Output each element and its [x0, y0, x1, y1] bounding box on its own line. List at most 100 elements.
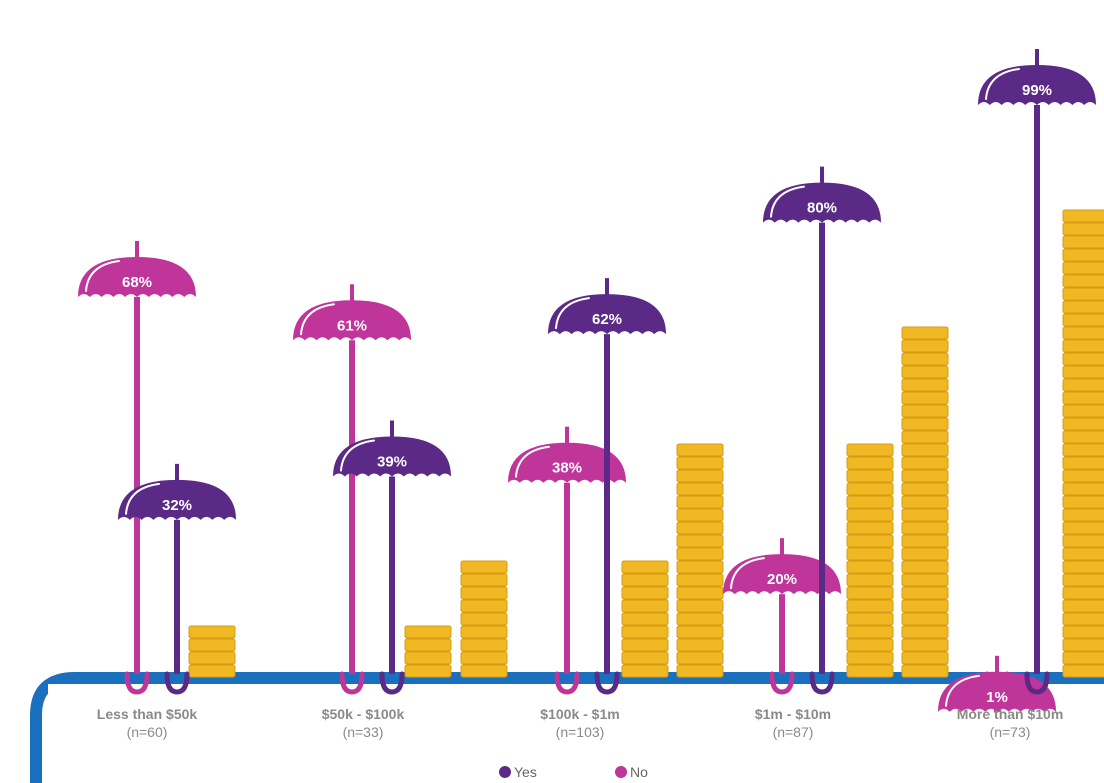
legend: Yes No — [499, 764, 648, 780]
data-label: 99% — [1022, 82, 1052, 99]
coin — [901, 482, 949, 496]
legend-no-label: No — [630, 764, 648, 780]
coin — [621, 586, 669, 600]
coin — [1062, 599, 1104, 613]
coin — [846, 547, 894, 561]
umbrella-canopy — [548, 294, 666, 335]
coin — [846, 482, 894, 496]
coin — [901, 326, 949, 340]
coin — [901, 534, 949, 548]
umbrella-highlight — [85, 259, 120, 292]
umbrella-highlight — [985, 68, 1020, 100]
coin — [1062, 287, 1104, 301]
legend-yes-swatch — [499, 766, 511, 778]
sample-size-label: (n=60) — [127, 724, 168, 740]
category-label-layer: Less than $50k (n=60) $50k - $100k (n=33) $1… — [97, 706, 1063, 740]
coin — [1062, 638, 1104, 652]
coin — [621, 599, 669, 613]
sample-size-label: (n=103) — [556, 724, 605, 740]
coin — [676, 599, 724, 613]
coin — [901, 391, 949, 405]
coin — [846, 469, 894, 483]
umbrella-highlight — [770, 185, 805, 218]
umbrella-canopy — [978, 65, 1096, 105]
coin — [188, 638, 236, 652]
coin — [676, 456, 724, 470]
coin — [1062, 586, 1104, 600]
umbrella-handle — [124, 671, 150, 695]
umbrella-highlight — [555, 297, 590, 330]
umbrella-highlight — [730, 557, 765, 590]
coin — [676, 651, 724, 665]
coin — [1062, 560, 1104, 574]
coin — [846, 664, 894, 678]
coin — [676, 469, 724, 483]
coin — [1062, 534, 1104, 548]
coin — [846, 638, 894, 652]
umbrella-yes: 99% — [978, 49, 1096, 695]
data-label: 68% — [122, 274, 152, 291]
coin — [901, 443, 949, 457]
coin — [1062, 222, 1104, 236]
coin — [846, 560, 894, 574]
coin — [404, 664, 452, 678]
coin — [1062, 391, 1104, 405]
data-label: 1% — [986, 689, 1008, 706]
category-label: $100k - $1m — [540, 706, 619, 722]
coin — [901, 339, 949, 353]
coin — [1062, 326, 1104, 340]
coin — [676, 625, 724, 639]
coin — [676, 534, 724, 548]
coin — [460, 586, 508, 600]
data-label: 61% — [337, 317, 367, 334]
umbrella-layer: 68% 32% 61% 39% 38% 62% 20% 80% 1% 99% — [78, 49, 1096, 712]
coin — [621, 651, 669, 665]
coin — [1062, 339, 1104, 353]
coin — [1062, 235, 1104, 249]
umbrella-highlight — [300, 303, 335, 336]
coin — [901, 365, 949, 379]
data-label: 32% — [162, 497, 192, 514]
coin — [1062, 378, 1104, 392]
umbrella-canopy — [763, 182, 881, 223]
coin — [846, 495, 894, 509]
data-label: 62% — [592, 311, 622, 328]
umbrella-canopy — [508, 442, 626, 483]
coin — [1062, 274, 1104, 288]
base-band-fill — [48, 684, 1104, 783]
coin — [901, 573, 949, 587]
coin — [1062, 482, 1104, 496]
coin — [1062, 651, 1104, 665]
umbrella-canopy — [333, 436, 451, 477]
umbrella-no: 20% — [723, 538, 841, 695]
coin — [676, 508, 724, 522]
coin — [188, 625, 236, 639]
base-band — [30, 672, 1104, 783]
coin — [676, 612, 724, 626]
coin — [1062, 248, 1104, 262]
umbrella-canopy — [293, 300, 411, 341]
coin — [1062, 365, 1104, 379]
coin — [846, 651, 894, 665]
coin — [676, 573, 724, 587]
data-label: 38% — [552, 460, 582, 477]
coin — [404, 638, 452, 652]
coin — [901, 664, 949, 678]
coin — [1062, 430, 1104, 444]
data-label: 39% — [377, 454, 407, 471]
coin — [460, 651, 508, 665]
coin — [621, 560, 669, 574]
coin — [1062, 313, 1104, 327]
coin — [901, 456, 949, 470]
coin — [901, 599, 949, 613]
coin — [1062, 352, 1104, 366]
sample-size-label: (n=87) — [773, 724, 814, 740]
coin — [846, 599, 894, 613]
umbrella-handle — [379, 671, 405, 695]
umbrella-handle — [164, 671, 190, 695]
coin — [846, 534, 894, 548]
data-label: 20% — [767, 571, 797, 588]
coin — [901, 638, 949, 652]
coin — [901, 586, 949, 600]
coin — [460, 560, 508, 574]
